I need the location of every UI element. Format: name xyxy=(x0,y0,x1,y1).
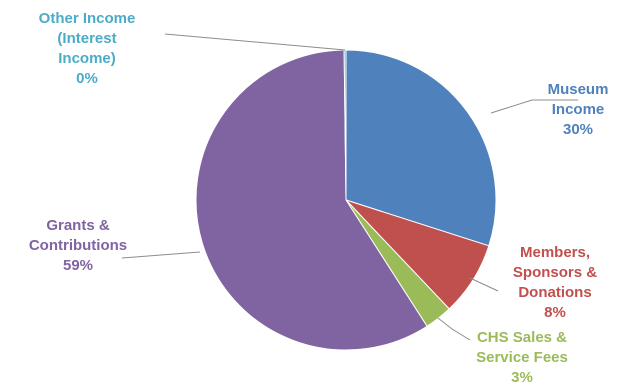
slice-label-line: Members, xyxy=(520,244,590,261)
slice-label-0: Museum Income 30% xyxy=(548,81,609,138)
pie-slice-3 xyxy=(195,49,428,351)
leader-line-4 xyxy=(164,33,346,51)
slice-label-4: Other Income (Interest Income) 0% xyxy=(39,10,136,87)
slice-label-line: (Interest xyxy=(57,30,116,47)
slice-label-line: Service Fees xyxy=(476,349,568,366)
slice-percent-1: 8% xyxy=(544,304,566,321)
slice-label-line: CHS Sales & xyxy=(477,329,567,346)
slice-label-line: Contributions xyxy=(29,237,127,254)
slice-label-line: Income) xyxy=(58,50,116,67)
slice-label-1: Members, Sponsors & Donations 8% xyxy=(513,244,597,321)
slice-label-line: Income xyxy=(552,101,605,118)
slice-percent-0: 30% xyxy=(563,121,593,138)
slice-label-line: Other Income xyxy=(39,10,136,27)
leader-line-0 xyxy=(490,99,578,114)
leader-line-1 xyxy=(469,277,499,292)
slice-percent-3: 59% xyxy=(63,257,93,274)
slice-label-line: Grants & xyxy=(46,217,110,234)
slice-label-2: CHS Sales & Service Fees 3% xyxy=(476,329,568,386)
slice-percent-4: 0% xyxy=(76,70,98,87)
leader-line-3 xyxy=(121,251,201,259)
slice-label-line: Donations xyxy=(518,284,591,301)
slice-label-3: Grants & Contributions 59% xyxy=(29,217,127,274)
slice-label-line: Museum xyxy=(548,81,609,98)
slice-percent-2: 3% xyxy=(511,369,533,386)
slice-label-line: Sponsors & xyxy=(513,264,597,281)
pie-slice-0 xyxy=(345,49,497,247)
leader-line-2 xyxy=(437,317,471,341)
